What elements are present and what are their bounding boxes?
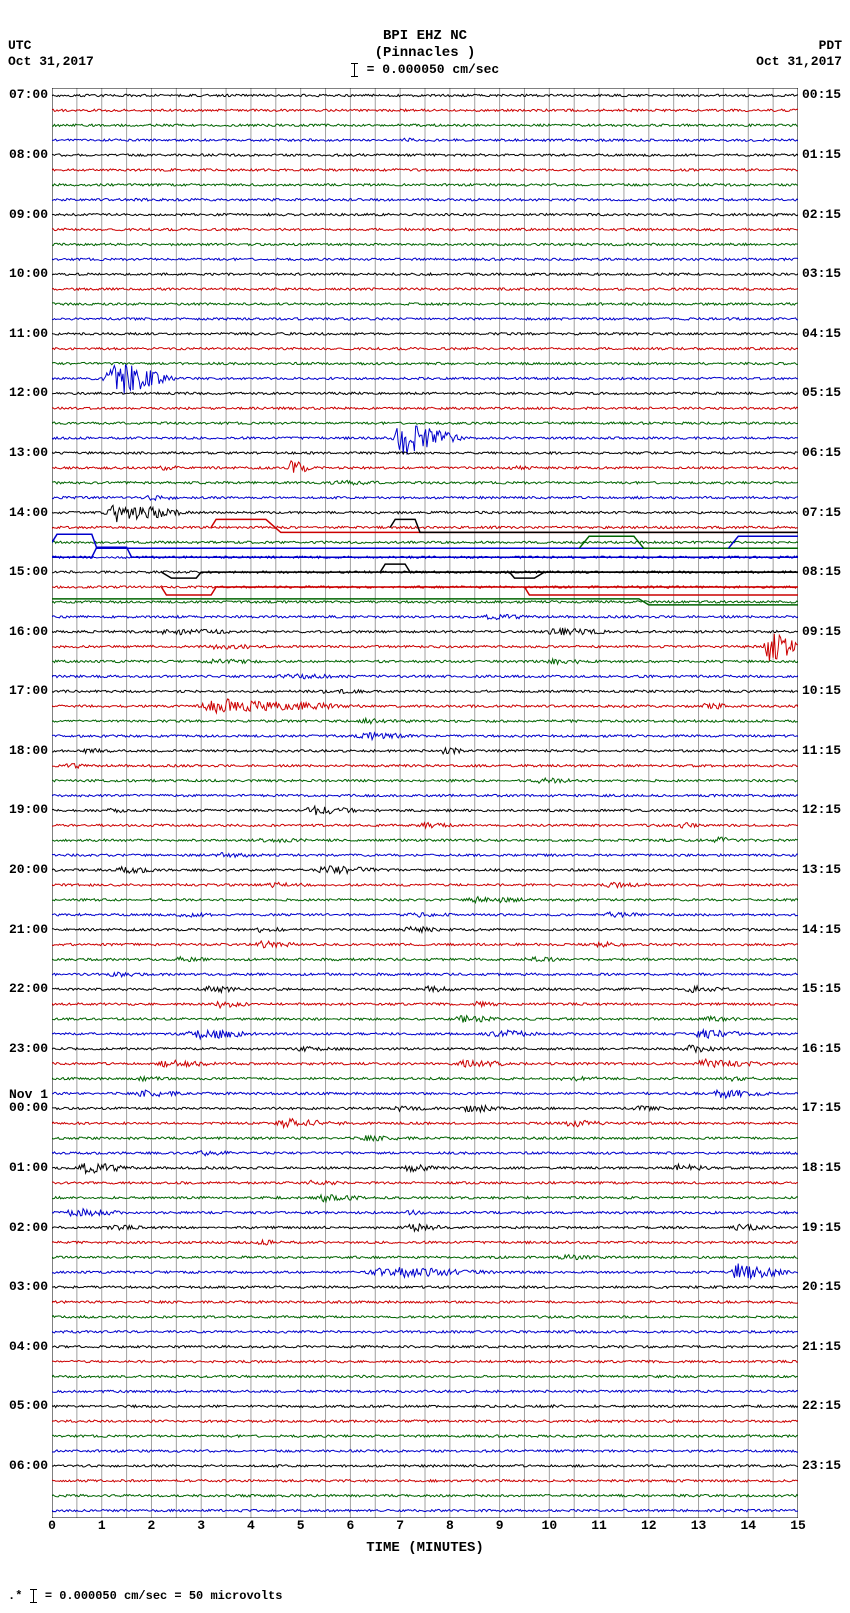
time-label: 16:15: [802, 1042, 850, 1055]
footer-text: = 0.000050 cm/sec = 50 microvolts: [45, 1589, 283, 1603]
x-tick: 4: [247, 1518, 255, 1533]
time-label: 00:15: [802, 88, 850, 101]
time-label: 12:00: [0, 386, 48, 399]
right-tz-label: PDT: [756, 38, 842, 54]
time-label: 08:15: [802, 565, 850, 578]
time-label: 17:00: [0, 684, 48, 697]
plot-area: [52, 88, 798, 1518]
time-label: 07:00: [0, 88, 48, 101]
x-tick: 1: [98, 1518, 106, 1533]
time-label: 00:00: [0, 1101, 48, 1114]
x-tick: 10: [542, 1518, 558, 1533]
x-tick: 15: [790, 1518, 806, 1533]
time-label: 01:15: [802, 148, 850, 161]
footer-asterisk: .*: [8, 1589, 22, 1603]
time-label: 23:15: [802, 1459, 850, 1472]
time-label: 23:00: [0, 1042, 48, 1055]
time-label: 11:15: [802, 744, 850, 757]
time-label: 08:00: [0, 148, 48, 161]
time-label: 20:00: [0, 863, 48, 876]
time-label: 10:15: [802, 684, 850, 697]
time-label: 03:15: [802, 267, 850, 280]
time-label: 18:00: [0, 744, 48, 757]
scale-bar-icon: [351, 63, 359, 77]
time-label: 15:15: [802, 982, 850, 995]
time-label: 12:15: [802, 803, 850, 816]
time-label: 13:00: [0, 446, 48, 459]
footer-scale: .* = 0.000050 cm/sec = 50 microvolts: [8, 1589, 282, 1603]
time-label: 07:15: [802, 506, 850, 519]
time-label: 22:00: [0, 982, 48, 995]
time-label: 19:00: [0, 803, 48, 816]
x-tick: 13: [691, 1518, 707, 1533]
station-location: (Pinnacles ): [0, 45, 850, 62]
station-name: BPI EHZ NC: [0, 28, 850, 45]
x-tick: 6: [346, 1518, 354, 1533]
time-label: 04:00: [0, 1340, 48, 1353]
x-axis-title: TIME (MINUTES): [52, 1540, 798, 1556]
seismogram-page: UTC Oct 31,2017 BPI EHZ NC (Pinnacles ) …: [0, 0, 850, 1613]
time-label: 02:15: [802, 208, 850, 221]
time-label: 22:15: [802, 1399, 850, 1412]
time-label: 03:00: [0, 1280, 48, 1293]
time-label: 04:15: [802, 327, 850, 340]
time-label: 21:15: [802, 1340, 850, 1353]
time-label: 11:00: [0, 327, 48, 340]
right-date-block: PDT Oct 31,2017: [756, 38, 842, 71]
time-label: 20:15: [802, 1280, 850, 1293]
time-label: 09:15: [802, 625, 850, 638]
x-tick: 9: [496, 1518, 504, 1533]
time-label: 06:00: [0, 1459, 48, 1472]
time-label: 21:00: [0, 923, 48, 936]
time-label: 14:15: [802, 923, 850, 936]
x-axis: 0123456789101112131415 TIME (MINUTES): [52, 1518, 798, 1578]
time-label: 18:15: [802, 1161, 850, 1174]
x-tick: 8: [446, 1518, 454, 1533]
right-date-label: Oct 31,2017: [756, 54, 842, 70]
scale-note: = 0.000050 cm/sec: [0, 62, 850, 77]
time-label: 09:00: [0, 208, 48, 221]
time-label: 14:00: [0, 506, 48, 519]
date-marker: Nov 1: [0, 1088, 48, 1101]
header: BPI EHZ NC (Pinnacles ): [0, 28, 850, 62]
x-tick: 14: [740, 1518, 756, 1533]
x-tick: 3: [197, 1518, 205, 1533]
left-hour-labels: 07:00 08:00 09:00 10:00 11:00 12:00 13:00 14:00…: [0, 88, 50, 1518]
x-tick: 5: [297, 1518, 305, 1533]
time-label: 17:15: [802, 1101, 850, 1114]
time-label: 05:00: [0, 1399, 48, 1412]
seismogram-svg: [52, 88, 798, 1518]
scale-bar-icon: [30, 1589, 38, 1603]
time-label: 15:00: [0, 565, 48, 578]
right-hour-labels: 00:15 01:15 02:15 03:15 04:15 05:15 06:15 07:15…: [800, 88, 850, 1518]
time-label: 06:15: [802, 446, 850, 459]
time-label: 19:15: [802, 1221, 850, 1234]
time-label: 16:00: [0, 625, 48, 638]
scale-text: = 0.000050 cm/sec: [367, 62, 500, 77]
x-tick: 11: [591, 1518, 607, 1533]
x-tick: 7: [396, 1518, 404, 1533]
x-tick-labels: 0123456789101112131415: [52, 1518, 798, 1536]
time-label: 01:00: [0, 1161, 48, 1174]
x-tick: 12: [641, 1518, 657, 1533]
x-tick: 2: [148, 1518, 156, 1533]
x-tick: 0: [48, 1518, 56, 1533]
time-label: 05:15: [802, 386, 850, 399]
time-label: 13:15: [802, 863, 850, 876]
time-label: 10:00: [0, 267, 48, 280]
time-label: 02:00: [0, 1221, 48, 1234]
